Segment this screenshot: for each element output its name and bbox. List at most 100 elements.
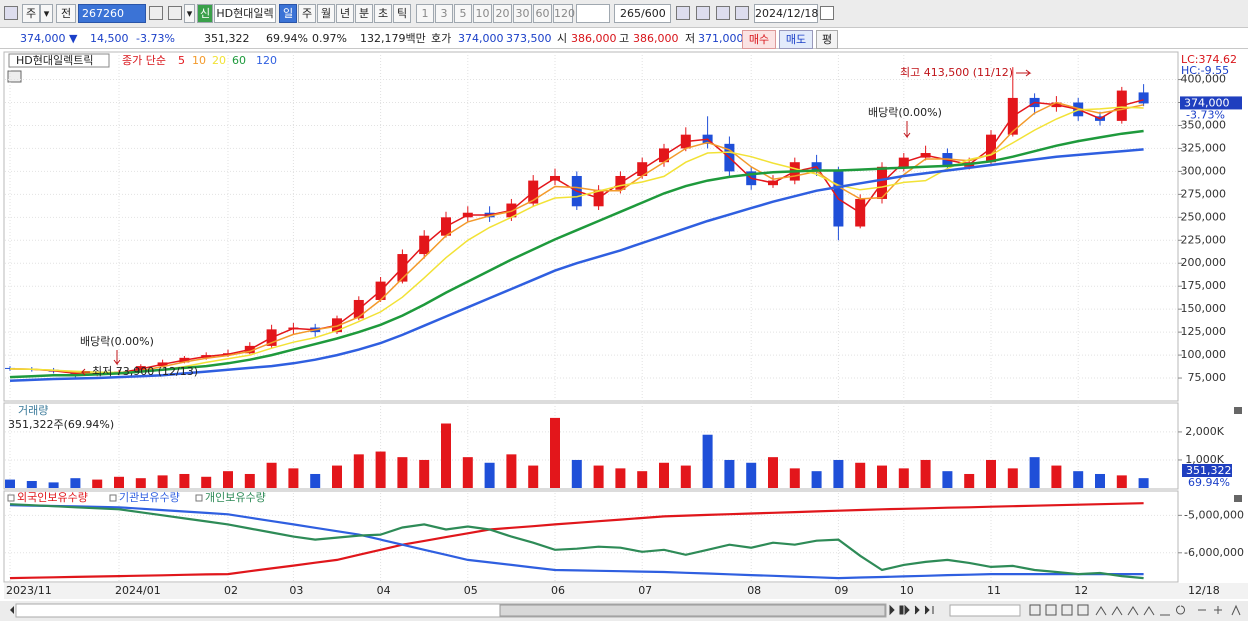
- volume-bar: [550, 417, 560, 488]
- scroll-thumb[interactable]: [499, 604, 886, 617]
- period-button[interactable]: 주: [298, 4, 316, 23]
- panel-close[interactable]: [1234, 407, 1242, 414]
- y-tick-label: 125,000: [1181, 325, 1227, 338]
- high: 386,000: [633, 32, 679, 45]
- volume-rate: 69.94%: [266, 32, 308, 45]
- volume-bar: [462, 457, 473, 488]
- sound-icon[interactable]: [168, 6, 182, 20]
- title-box: [8, 53, 110, 68]
- y-tick-label: 100,000: [1181, 348, 1227, 361]
- volume-bar: [114, 476, 124, 488]
- minute-input[interactable]: [576, 4, 610, 23]
- volume-bar: [332, 465, 342, 488]
- minute-button[interactable]: 3: [435, 4, 453, 23]
- dropdown[interactable]: ▾: [40, 4, 53, 23]
- y-tick-label: 150,000: [1181, 302, 1227, 315]
- ma-line: [9, 99, 1144, 376]
- minute-button[interactable]: 60: [533, 4, 552, 23]
- volume-bar: [288, 468, 299, 488]
- annotation: 최고 413,500 (11/12): [900, 66, 1013, 79]
- volume-bar: [702, 434, 713, 488]
- volume-bar: [375, 451, 386, 488]
- volume-bar: [833, 459, 844, 488]
- chart-title: HD현대일렉트릭: [16, 53, 93, 67]
- x-tick-label: 02: [224, 584, 238, 597]
- stock-name: HD현대일렉: [214, 4, 276, 23]
- y-tick-label: -5,000,000: [1184, 508, 1244, 521]
- minute-button[interactable]: 120: [553, 4, 575, 23]
- save-icon[interactable]: [716, 6, 730, 20]
- volume-bar: [310, 473, 321, 488]
- search-icon[interactable]: [149, 6, 163, 20]
- annotation: 최저 73,900 (12/13): [92, 365, 198, 378]
- zoom-slider[interactable]: [949, 604, 1021, 617]
- y-tick-label: 225,000: [1181, 233, 1227, 246]
- candle-body: [1138, 92, 1149, 104]
- menu-icon[interactable]: [4, 6, 18, 20]
- side-label: HC:-9.55: [1181, 64, 1229, 77]
- volume-bar: [1029, 457, 1040, 488]
- period-button[interactable]: 분: [355, 4, 373, 23]
- minute-button[interactable]: 10: [473, 4, 492, 23]
- ma-line: [9, 129, 1144, 379]
- minute-button[interactable]: 5: [454, 4, 472, 23]
- avg-button[interactable]: 평: [816, 30, 838, 49]
- x-tick-label: 09: [834, 584, 848, 597]
- legend-entry: 120: [256, 54, 277, 67]
- volume-bar: [5, 479, 15, 488]
- nav-buttons[interactable]: [889, 604, 934, 616]
- panel-subtitle: 351,322주(69.94%): [8, 418, 114, 431]
- panel-close[interactable]: [1234, 495, 1242, 502]
- low: 371,000: [698, 32, 744, 45]
- count-input[interactable]: 265: [614, 4, 641, 23]
- minute-button[interactable]: 30: [513, 4, 532, 23]
- volume-bar: [92, 479, 103, 488]
- dropdown[interactable]: ▾: [184, 4, 195, 23]
- volume-bar: [1073, 471, 1084, 488]
- buy-button[interactable]: 매수: [742, 30, 776, 49]
- last-rate: -3.73%: [1186, 108, 1225, 121]
- scroll-left[interactable]: [10, 606, 14, 614]
- bid: 373,500: [506, 32, 552, 45]
- volume-bar: [1116, 475, 1127, 488]
- calendar-icon[interactable]: [820, 6, 834, 20]
- x-tick-label: 2023/11: [6, 584, 52, 597]
- last-price-box: [1180, 96, 1242, 110]
- y-tick-label: 400,000: [1181, 73, 1227, 86]
- minute-button[interactable]: 20: [493, 4, 512, 23]
- volume-bar: [571, 459, 582, 488]
- volume-bar: [615, 468, 626, 488]
- y-tick-label: 325,000: [1181, 141, 1227, 154]
- period-button[interactable]: 일: [279, 4, 297, 23]
- period-button[interactable]: 틱: [393, 4, 411, 23]
- legend-entry: 20: [212, 54, 226, 67]
- volume: 351,322: [204, 32, 250, 45]
- volume-bar: [244, 473, 255, 488]
- tool-icon[interactable]: [696, 6, 710, 20]
- tool-icons[interactable]: [1029, 604, 1241, 616]
- sell-button[interactable]: 매도: [779, 30, 813, 49]
- period-button[interactable]: 년: [336, 4, 354, 23]
- period-button[interactable]: 초: [374, 4, 392, 23]
- prev-button[interactable]: 전: [56, 4, 76, 23]
- code-input[interactable]: 267260: [78, 4, 146, 23]
- x-axis-bar: [4, 583, 1248, 599]
- minute-button[interactable]: 1: [416, 4, 434, 23]
- panel-icon[interactable]: [7, 70, 22, 83]
- market-select[interactable]: 주: [22, 4, 40, 23]
- max-count: /600: [641, 4, 671, 23]
- x-tick-label: 03: [289, 584, 303, 597]
- y-tick-label: -6,000,000: [1184, 546, 1244, 559]
- annotation: 배당락(0.00%): [868, 106, 942, 119]
- volume-bar: [789, 468, 800, 488]
- period-button[interactable]: 월: [317, 4, 335, 23]
- tool-icon[interactable]: [676, 6, 690, 20]
- date-input[interactable]: 2024/12/18: [754, 4, 818, 23]
- legend-entry: 개인보유수량: [205, 491, 266, 504]
- volume-bar: [920, 459, 931, 488]
- legend-swatch: [7, 494, 15, 502]
- holding-line: [9, 503, 1144, 580]
- settings-icon[interactable]: [735, 6, 749, 20]
- volume-bar: [746, 462, 757, 488]
- last-price: 374,000: [1184, 96, 1230, 109]
